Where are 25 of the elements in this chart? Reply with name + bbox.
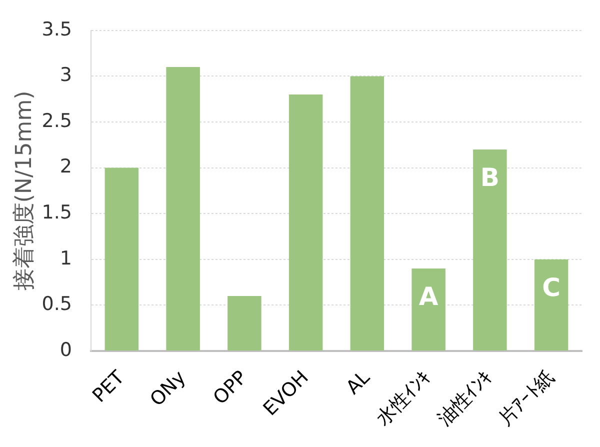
bar <box>166 67 200 350</box>
bar <box>412 268 446 350</box>
data-label: B <box>480 162 500 192</box>
y-axis-title: 接着強度(N/15mm) <box>12 90 37 291</box>
bar <box>350 76 384 350</box>
x-tick-label: 油性ｲﾝｷ <box>433 366 497 430</box>
x-tick-label: 水性ｲﾝｷ <box>372 366 436 430</box>
y-tick-label: 1 <box>60 247 72 270</box>
bar <box>228 296 262 350</box>
y-tick-label: 2.5 <box>42 110 72 132</box>
x-tick-label: 片ｱｰﾄ紙 <box>494 366 558 430</box>
bar <box>473 149 507 350</box>
y-tick-label: 1.5 <box>42 202 72 224</box>
y-tick-label: 3.5 <box>42 18 72 40</box>
x-tick-label: OPP <box>209 366 252 409</box>
data-label: A <box>418 282 439 312</box>
y-tick-label: 3 <box>60 64 72 86</box>
y-tick-label: 0.5 <box>42 293 72 316</box>
bar <box>104 168 139 350</box>
x-tick-label: AL <box>342 366 374 399</box>
bar <box>288 94 323 350</box>
data-label: C <box>542 272 560 302</box>
y-tick-label: 0 <box>60 338 72 361</box>
y-tick-label: 2 <box>60 156 72 178</box>
bar <box>534 259 568 350</box>
